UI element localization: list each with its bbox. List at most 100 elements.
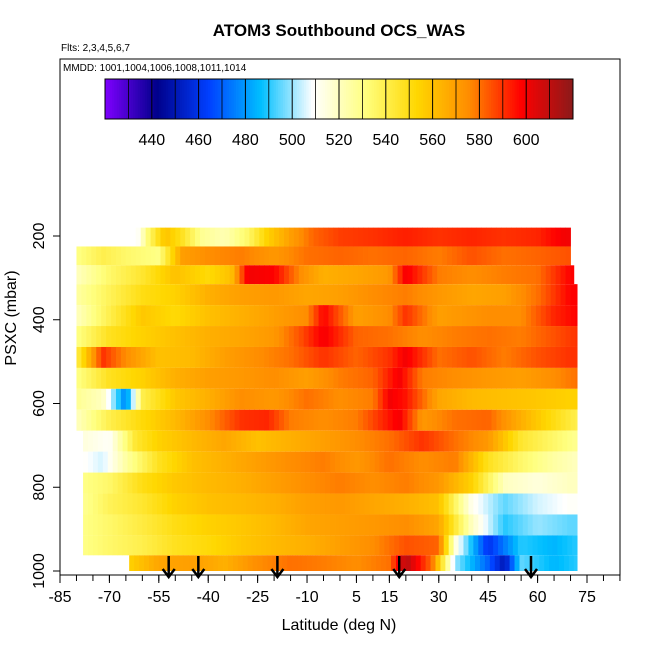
colorbar-segment <box>161 79 164 119</box>
heatmap-cell <box>106 246 112 266</box>
heatmap-cell <box>570 305 576 327</box>
heatmap-cell <box>305 472 311 494</box>
heatmap-cell <box>214 409 221 431</box>
heatmap-cell <box>438 493 445 515</box>
heatmap-cell <box>125 305 132 327</box>
heatmap-cell <box>150 388 156 410</box>
heatmap-cell <box>135 227 142 247</box>
heatmap-cell <box>298 284 305 306</box>
heatmap-cell <box>293 227 300 247</box>
heatmap-cell <box>478 493 484 515</box>
heatmap-cell <box>274 305 280 327</box>
heatmap-cell <box>204 346 211 368</box>
heatmap-cell <box>397 346 403 368</box>
heatmap-cell <box>419 514 425 536</box>
colorbar-segment <box>430 79 433 119</box>
heatmap-cell <box>402 367 408 389</box>
colorbar-segment <box>233 79 237 119</box>
heatmap-cell <box>498 535 504 556</box>
heatmap-cell <box>229 246 235 266</box>
heatmap-cell <box>542 535 548 556</box>
heatmap-cell <box>275 535 282 556</box>
heatmap-cell <box>132 535 138 556</box>
colorbar-segment <box>200 79 204 119</box>
heatmap-cell <box>349 535 356 556</box>
heatmap-cell <box>120 388 127 410</box>
heatmap-cell <box>315 472 321 494</box>
heatmap-cell <box>313 246 319 266</box>
heatmap-cell <box>335 472 341 494</box>
heatmap-cell <box>148 555 155 571</box>
heatmap-cell <box>526 346 532 368</box>
heatmap-cell <box>414 430 420 452</box>
heatmap-cell <box>503 493 509 515</box>
colorbar-segment <box>126 79 129 119</box>
heatmap-cell <box>199 346 206 368</box>
heatmap-cell <box>402 265 408 285</box>
heatmap-band <box>135 227 571 247</box>
heatmap-cell <box>132 472 138 494</box>
heatmap-cell <box>463 472 469 494</box>
colorbar-tick-label: 580 <box>466 132 493 149</box>
heatmap-cell <box>201 514 207 536</box>
heatmap-cell <box>162 535 168 556</box>
heatmap-cell <box>115 265 122 285</box>
heatmap-cell <box>527 514 534 536</box>
heatmap-cell <box>83 430 89 452</box>
heatmap-cell <box>201 430 207 452</box>
heatmap-cell <box>81 409 87 431</box>
heatmap-cell <box>288 388 295 410</box>
heatmap-cell <box>96 265 102 285</box>
heatmap-cell <box>521 246 527 266</box>
heatmap-cell <box>423 430 430 452</box>
heatmap-cell <box>150 227 156 247</box>
heatmap-cell <box>483 430 489 452</box>
heatmap-cell <box>259 388 265 410</box>
heatmap-cell <box>102 514 109 536</box>
heatmap-cell <box>501 409 507 431</box>
heatmap-cell <box>491 367 497 389</box>
colorbar-segment <box>231 79 235 119</box>
heatmap-cell <box>165 326 171 347</box>
heatmap-cell <box>506 367 512 389</box>
colorbar-segment <box>154 79 157 119</box>
heatmap-cell <box>384 451 390 473</box>
heatmap-cell <box>392 246 399 266</box>
heatmap-cell <box>122 514 128 536</box>
heatmap-cell <box>466 305 473 327</box>
heatmap-cell <box>374 535 380 556</box>
heatmap-cell <box>501 246 507 266</box>
heatmap-cell <box>249 246 255 266</box>
colorbar-segment <box>172 79 176 119</box>
heatmap-cell <box>260 451 267 473</box>
heatmap-band <box>76 367 578 389</box>
heatmap-cell <box>527 493 534 515</box>
heatmap-cell <box>254 265 260 285</box>
heatmap-cell <box>127 472 133 494</box>
heatmap-cell <box>221 493 227 515</box>
heatmap-cell <box>135 284 142 306</box>
heatmap-cell <box>262 555 268 571</box>
heatmap-cell <box>97 514 104 536</box>
colorbar-segment <box>565 79 569 119</box>
heatmap-cell <box>570 265 575 285</box>
heatmap-cell <box>145 409 151 431</box>
heatmap-cell <box>279 367 285 389</box>
heatmap-cell <box>379 430 385 452</box>
heatmap-cell <box>447 265 453 285</box>
colorbar-segment <box>439 79 443 119</box>
heatmap-cell <box>265 493 272 515</box>
heatmap-cell <box>358 326 364 347</box>
heatmap-cell <box>353 227 359 247</box>
heatmap-cell <box>476 284 482 306</box>
heatmap-cell <box>428 472 435 494</box>
heatmap-cell <box>433 472 440 494</box>
heatmap-cell <box>176 493 183 515</box>
colorbar-segment <box>130 79 134 119</box>
heatmap-cell <box>550 346 557 368</box>
heatmap-cell <box>216 493 222 515</box>
heatmap-cell <box>535 246 542 266</box>
heatmap-cell <box>501 367 507 389</box>
colorbar-segment <box>137 79 141 119</box>
heatmap-cell <box>279 305 285 327</box>
